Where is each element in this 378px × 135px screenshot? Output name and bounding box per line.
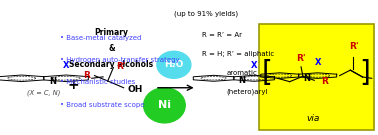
Ellipse shape bbox=[144, 88, 185, 123]
Text: R': R' bbox=[296, 54, 306, 63]
Text: via: via bbox=[306, 114, 319, 123]
Text: • Mechanistic studies: • Mechanistic studies bbox=[60, 79, 136, 85]
Text: (hetero)aryl: (hetero)aryl bbox=[227, 89, 268, 95]
Text: (up to 91% yields): (up to 91% yields) bbox=[174, 10, 238, 17]
Text: R: R bbox=[83, 71, 90, 80]
Text: Ni: Ni bbox=[158, 100, 171, 110]
Text: N: N bbox=[239, 77, 245, 85]
Text: • Broad substrate scope: • Broad substrate scope bbox=[60, 102, 145, 108]
FancyBboxPatch shape bbox=[259, 24, 374, 130]
Text: OH: OH bbox=[127, 85, 143, 94]
Text: (X = C, N): (X = C, N) bbox=[27, 90, 60, 96]
Text: +: + bbox=[68, 78, 79, 92]
Text: aromatic: aromatic bbox=[227, 70, 258, 76]
Text: ]: ] bbox=[359, 59, 370, 87]
Text: R: R bbox=[321, 77, 328, 86]
Text: N: N bbox=[49, 77, 56, 86]
Text: H₂O: H₂O bbox=[164, 60, 184, 69]
Text: [: [ bbox=[262, 59, 273, 87]
Text: • Hydrogen auto-transfer strategy: • Hydrogen auto-transfer strategy bbox=[60, 57, 180, 63]
Text: R': R' bbox=[116, 62, 126, 71]
Ellipse shape bbox=[157, 51, 191, 78]
Text: X: X bbox=[63, 61, 69, 70]
Text: R = R’ = Ar: R = R’ = Ar bbox=[202, 32, 242, 38]
Text: R': R' bbox=[349, 42, 359, 51]
Text: Primary: Primary bbox=[94, 28, 129, 37]
Text: • Base-metal catalyzed: • Base-metal catalyzed bbox=[60, 35, 142, 41]
Text: X: X bbox=[314, 58, 321, 67]
Text: X: X bbox=[251, 61, 257, 70]
Text: N: N bbox=[303, 74, 310, 83]
Text: &: & bbox=[108, 44, 115, 53]
Text: R = H; R’ = aliphatic: R = H; R’ = aliphatic bbox=[202, 51, 274, 57]
Text: Secondary alcohols: Secondary alcohols bbox=[70, 60, 153, 69]
